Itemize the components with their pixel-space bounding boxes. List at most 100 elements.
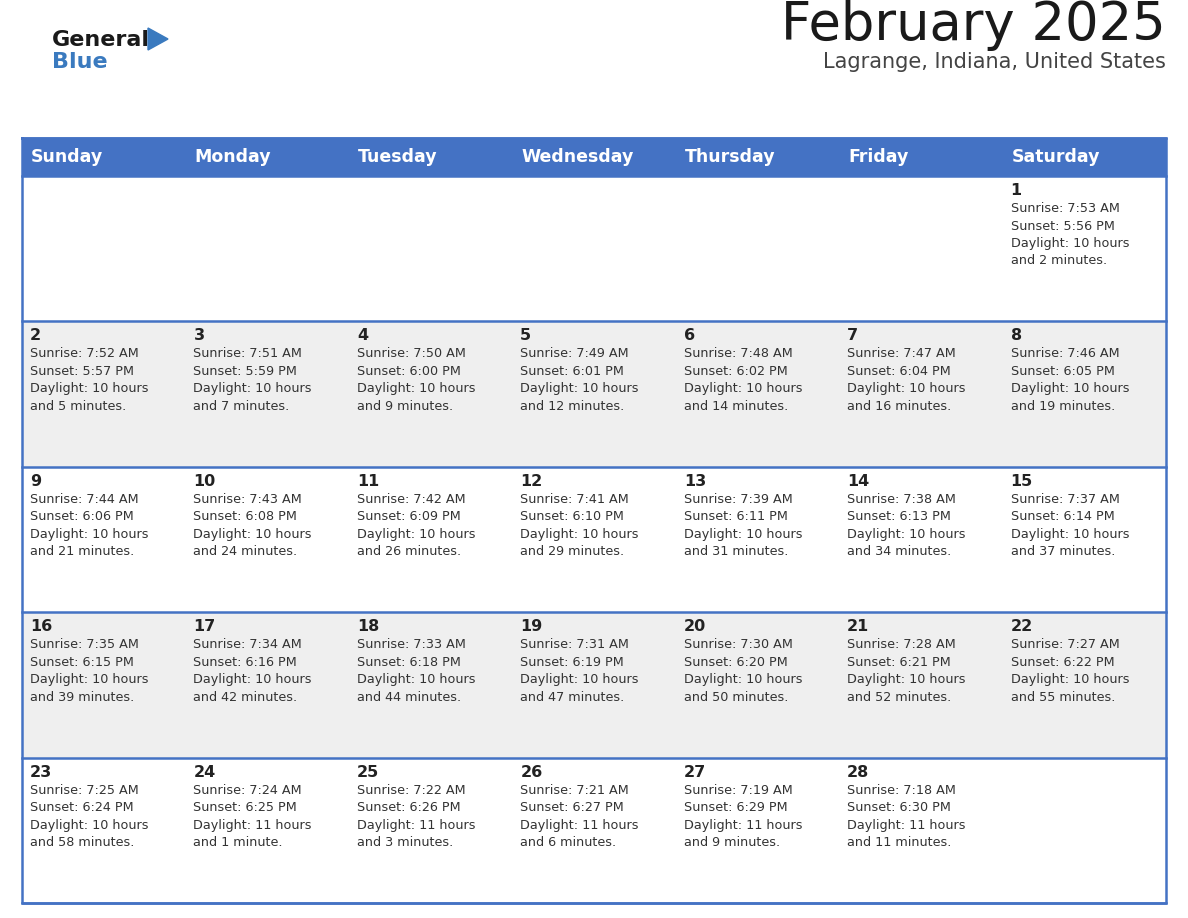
Text: Sunrise: 7:49 AM: Sunrise: 7:49 AM (520, 347, 628, 361)
Text: and 37 minutes.: and 37 minutes. (1011, 545, 1116, 558)
Text: Sunset: 6:24 PM: Sunset: 6:24 PM (30, 801, 133, 814)
Text: 1: 1 (1011, 183, 1022, 198)
Text: Wednesday: Wednesday (522, 148, 633, 166)
Text: Sunset: 6:11 PM: Sunset: 6:11 PM (684, 510, 788, 523)
Text: Friday: Friday (848, 148, 909, 166)
Text: Sunset: 6:21 PM: Sunset: 6:21 PM (847, 655, 950, 668)
Polygon shape (148, 28, 168, 50)
Text: Monday: Monday (195, 148, 271, 166)
Bar (23, 612, 1165, 757)
Text: 3: 3 (194, 329, 204, 343)
Text: Sunrise: 7:38 AM: Sunrise: 7:38 AM (847, 493, 956, 506)
Text: Sunrise: 7:35 AM: Sunrise: 7:35 AM (30, 638, 139, 651)
Text: Daylight: 10 hours: Daylight: 10 hours (520, 383, 639, 396)
Text: Sunset: 6:19 PM: Sunset: 6:19 PM (520, 655, 624, 668)
Text: Daylight: 10 hours: Daylight: 10 hours (1011, 237, 1129, 250)
Bar (23, 466, 1165, 612)
Text: Daylight: 11 hours: Daylight: 11 hours (847, 819, 966, 832)
Text: Sunset: 6:16 PM: Sunset: 6:16 PM (194, 655, 297, 668)
Text: Sunrise: 7:21 AM: Sunrise: 7:21 AM (520, 784, 628, 797)
Text: and 39 minutes.: and 39 minutes. (30, 690, 134, 704)
Text: Sunrise: 7:27 AM: Sunrise: 7:27 AM (1011, 638, 1119, 651)
Text: Sunrise: 7:25 AM: Sunrise: 7:25 AM (30, 784, 139, 797)
Text: and 9 minutes.: and 9 minutes. (684, 836, 779, 849)
Text: February 2025: February 2025 (782, 0, 1165, 51)
Text: Daylight: 10 hours: Daylight: 10 hours (194, 673, 312, 686)
Text: Sunset: 6:08 PM: Sunset: 6:08 PM (194, 510, 297, 523)
Text: Daylight: 10 hours: Daylight: 10 hours (847, 383, 966, 396)
Text: Sunset: 6:09 PM: Sunset: 6:09 PM (356, 510, 461, 523)
Text: Sunrise: 7:41 AM: Sunrise: 7:41 AM (520, 493, 628, 506)
Text: and 26 minutes.: and 26 minutes. (356, 545, 461, 558)
Text: and 47 minutes.: and 47 minutes. (520, 690, 625, 704)
Text: 23: 23 (30, 765, 52, 779)
Text: Daylight: 10 hours: Daylight: 10 hours (30, 819, 148, 832)
Text: 22: 22 (1011, 620, 1032, 634)
Text: Daylight: 10 hours: Daylight: 10 hours (847, 673, 966, 686)
Text: Daylight: 10 hours: Daylight: 10 hours (356, 528, 475, 541)
Text: Sunset: 6:26 PM: Sunset: 6:26 PM (356, 801, 461, 814)
Text: Daylight: 10 hours: Daylight: 10 hours (520, 528, 639, 541)
Text: Thursday: Thursday (684, 148, 776, 166)
Bar (23, 176, 1165, 321)
Text: Sunrise: 7:43 AM: Sunrise: 7:43 AM (194, 493, 302, 506)
Text: 26: 26 (520, 765, 543, 779)
Text: and 6 minutes.: and 6 minutes. (520, 836, 617, 849)
Text: 7: 7 (847, 329, 858, 343)
Text: Sunset: 6:25 PM: Sunset: 6:25 PM (194, 801, 297, 814)
Text: 6: 6 (684, 329, 695, 343)
Text: Sunrise: 7:22 AM: Sunrise: 7:22 AM (356, 784, 466, 797)
Text: Sunset: 5:57 PM: Sunset: 5:57 PM (30, 364, 134, 378)
Text: Daylight: 11 hours: Daylight: 11 hours (356, 819, 475, 832)
Text: and 1 minute.: and 1 minute. (194, 836, 283, 849)
Text: Sunset: 5:56 PM: Sunset: 5:56 PM (1011, 219, 1114, 232)
Text: Sunrise: 7:48 AM: Sunrise: 7:48 AM (684, 347, 792, 361)
Text: 14: 14 (847, 474, 870, 488)
Text: Sunrise: 7:53 AM: Sunrise: 7:53 AM (1011, 202, 1119, 215)
Text: 18: 18 (356, 620, 379, 634)
Text: and 5 minutes.: and 5 minutes. (30, 400, 126, 413)
Text: 25: 25 (356, 765, 379, 779)
Text: Sunset: 6:04 PM: Sunset: 6:04 PM (847, 364, 950, 378)
Text: and 52 minutes.: and 52 minutes. (847, 690, 952, 704)
Text: Sunrise: 7:51 AM: Sunrise: 7:51 AM (194, 347, 302, 361)
Text: Daylight: 10 hours: Daylight: 10 hours (30, 383, 148, 396)
Text: Sunrise: 7:19 AM: Sunrise: 7:19 AM (684, 784, 792, 797)
Bar (23, 138, 1165, 176)
Text: and 34 minutes.: and 34 minutes. (847, 545, 952, 558)
Text: 5: 5 (520, 329, 531, 343)
Text: Daylight: 10 hours: Daylight: 10 hours (1011, 383, 1129, 396)
Text: Daylight: 10 hours: Daylight: 10 hours (847, 528, 966, 541)
Text: Sunset: 6:15 PM: Sunset: 6:15 PM (30, 655, 134, 668)
Text: and 7 minutes.: and 7 minutes. (194, 400, 290, 413)
Text: and 12 minutes.: and 12 minutes. (520, 400, 625, 413)
Text: Sunset: 6:20 PM: Sunset: 6:20 PM (684, 655, 788, 668)
Text: Sunset: 6:14 PM: Sunset: 6:14 PM (1011, 510, 1114, 523)
Text: 8: 8 (1011, 329, 1022, 343)
Text: and 24 minutes.: and 24 minutes. (194, 545, 297, 558)
Text: and 19 minutes.: and 19 minutes. (1011, 400, 1114, 413)
Text: Sunset: 6:13 PM: Sunset: 6:13 PM (847, 510, 952, 523)
Text: and 16 minutes.: and 16 minutes. (847, 400, 952, 413)
Text: Lagrange, Indiana, United States: Lagrange, Indiana, United States (823, 52, 1165, 72)
Text: and 9 minutes.: and 9 minutes. (356, 400, 453, 413)
Text: and 21 minutes.: and 21 minutes. (30, 545, 134, 558)
Text: 19: 19 (520, 620, 543, 634)
Text: Tuesday: Tuesday (358, 148, 437, 166)
Text: Daylight: 11 hours: Daylight: 11 hours (684, 819, 802, 832)
Text: Sunrise: 7:52 AM: Sunrise: 7:52 AM (30, 347, 139, 361)
Text: Sunset: 6:27 PM: Sunset: 6:27 PM (520, 801, 624, 814)
Text: Daylight: 10 hours: Daylight: 10 hours (684, 383, 802, 396)
Text: Sunrise: 7:18 AM: Sunrise: 7:18 AM (847, 784, 956, 797)
Text: 9: 9 (30, 474, 42, 488)
Text: Daylight: 10 hours: Daylight: 10 hours (356, 383, 475, 396)
Text: Sunrise: 7:28 AM: Sunrise: 7:28 AM (847, 638, 956, 651)
Text: Sunset: 6:01 PM: Sunset: 6:01 PM (520, 364, 624, 378)
Text: 4: 4 (356, 329, 368, 343)
Text: and 42 minutes.: and 42 minutes. (194, 690, 297, 704)
Text: Saturday: Saturday (1011, 148, 1100, 166)
Text: and 50 minutes.: and 50 minutes. (684, 690, 788, 704)
Text: Sunset: 6:22 PM: Sunset: 6:22 PM (1011, 655, 1114, 668)
Text: Sunrise: 7:47 AM: Sunrise: 7:47 AM (847, 347, 956, 361)
Text: Sunrise: 7:33 AM: Sunrise: 7:33 AM (356, 638, 466, 651)
